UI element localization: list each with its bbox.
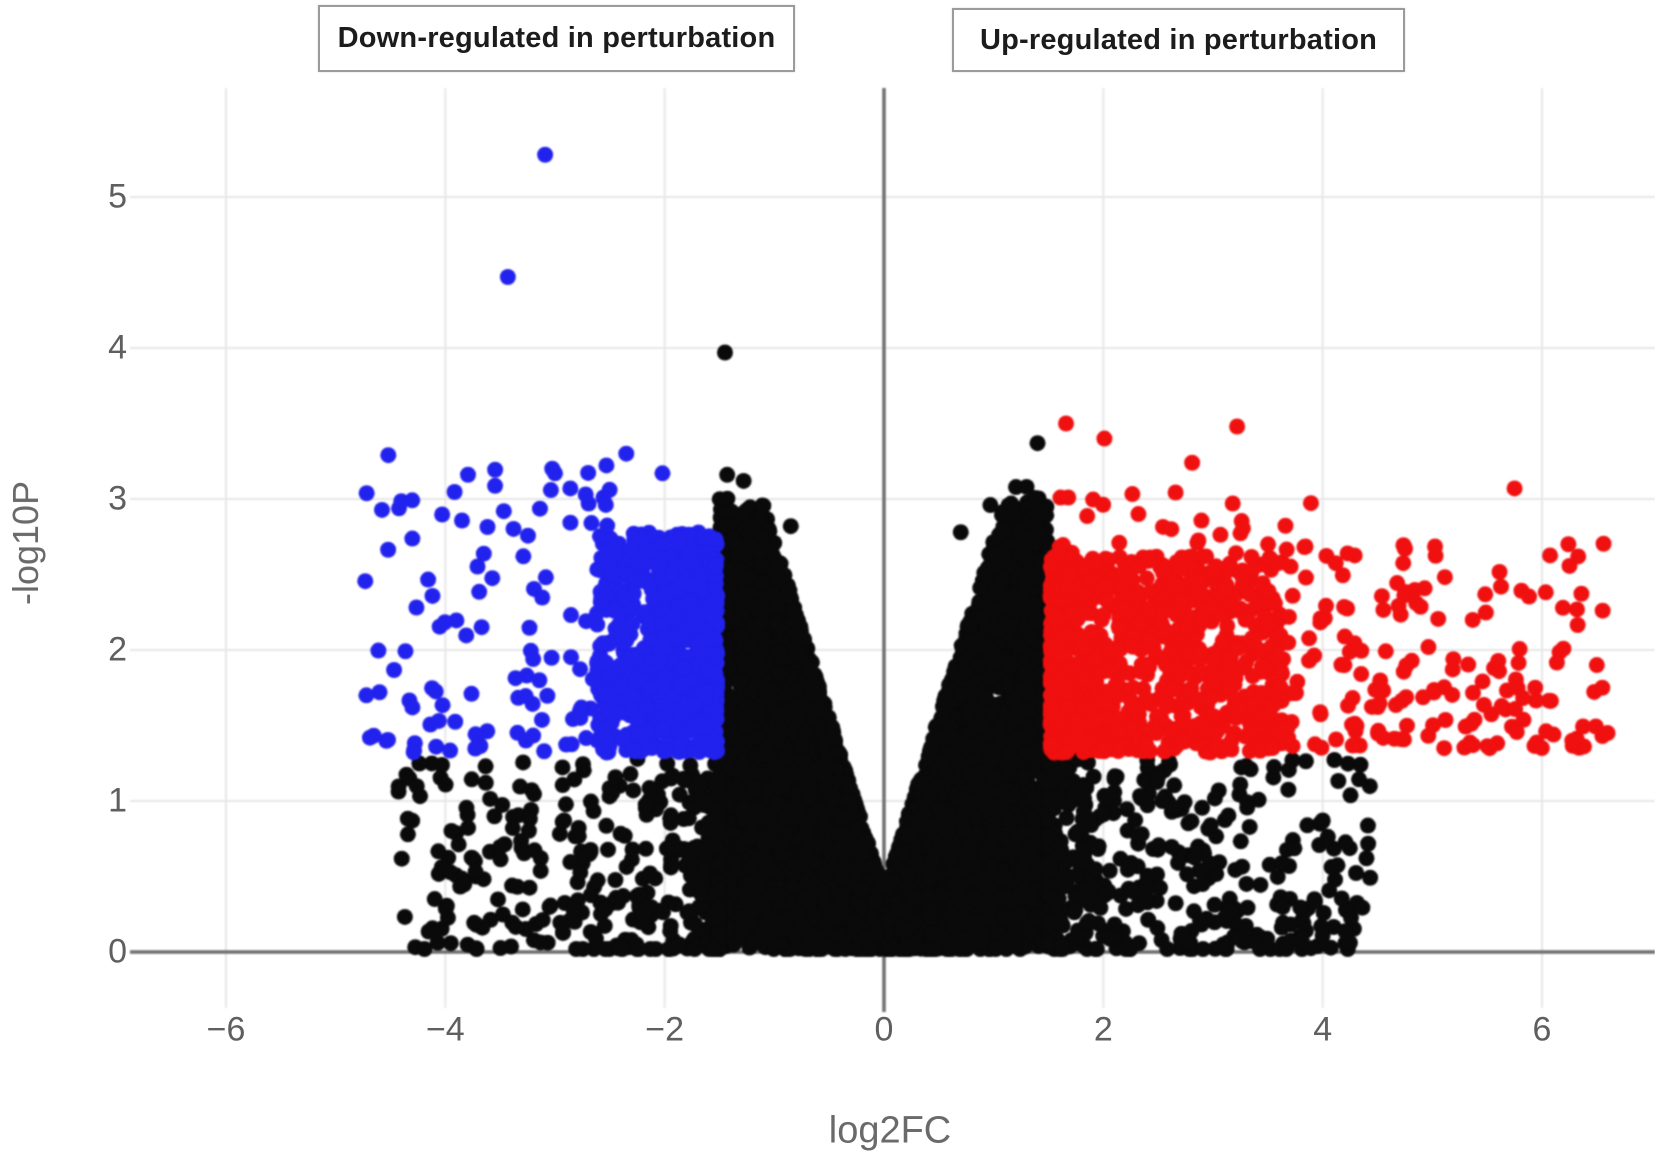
y-axis-title: -log10P xyxy=(5,480,46,606)
down-regulated-label: Down-regulated in perturbation xyxy=(337,22,776,54)
y-tick-label: 1 xyxy=(108,781,127,820)
x-tick-label: 6 xyxy=(1532,1010,1552,1049)
y-tick-label: 4 xyxy=(108,328,127,367)
x-tick-label: −4 xyxy=(425,1010,465,1049)
x-axis-title: log2FC xyxy=(828,1109,952,1152)
down-regulated-annotation-box: Down-regulated in perturbation xyxy=(318,5,795,72)
up-regulated-annotation-box: Up-regulated in perturbation xyxy=(952,8,1405,72)
y-tick-label: 0 xyxy=(108,932,127,971)
y-tick-label: 3 xyxy=(108,479,127,518)
x-tick-label: −2 xyxy=(645,1010,685,1049)
y-tick-label: 5 xyxy=(108,177,127,216)
x-tick-label: 2 xyxy=(1093,1010,1113,1049)
x-tick-label: 4 xyxy=(1313,1010,1333,1049)
x-tick-label: 0 xyxy=(874,1010,894,1049)
up-regulated-label: Up-regulated in perturbation xyxy=(979,23,1378,56)
x-tick-label: −6 xyxy=(206,1010,246,1049)
y-tick-label: 2 xyxy=(108,630,127,669)
